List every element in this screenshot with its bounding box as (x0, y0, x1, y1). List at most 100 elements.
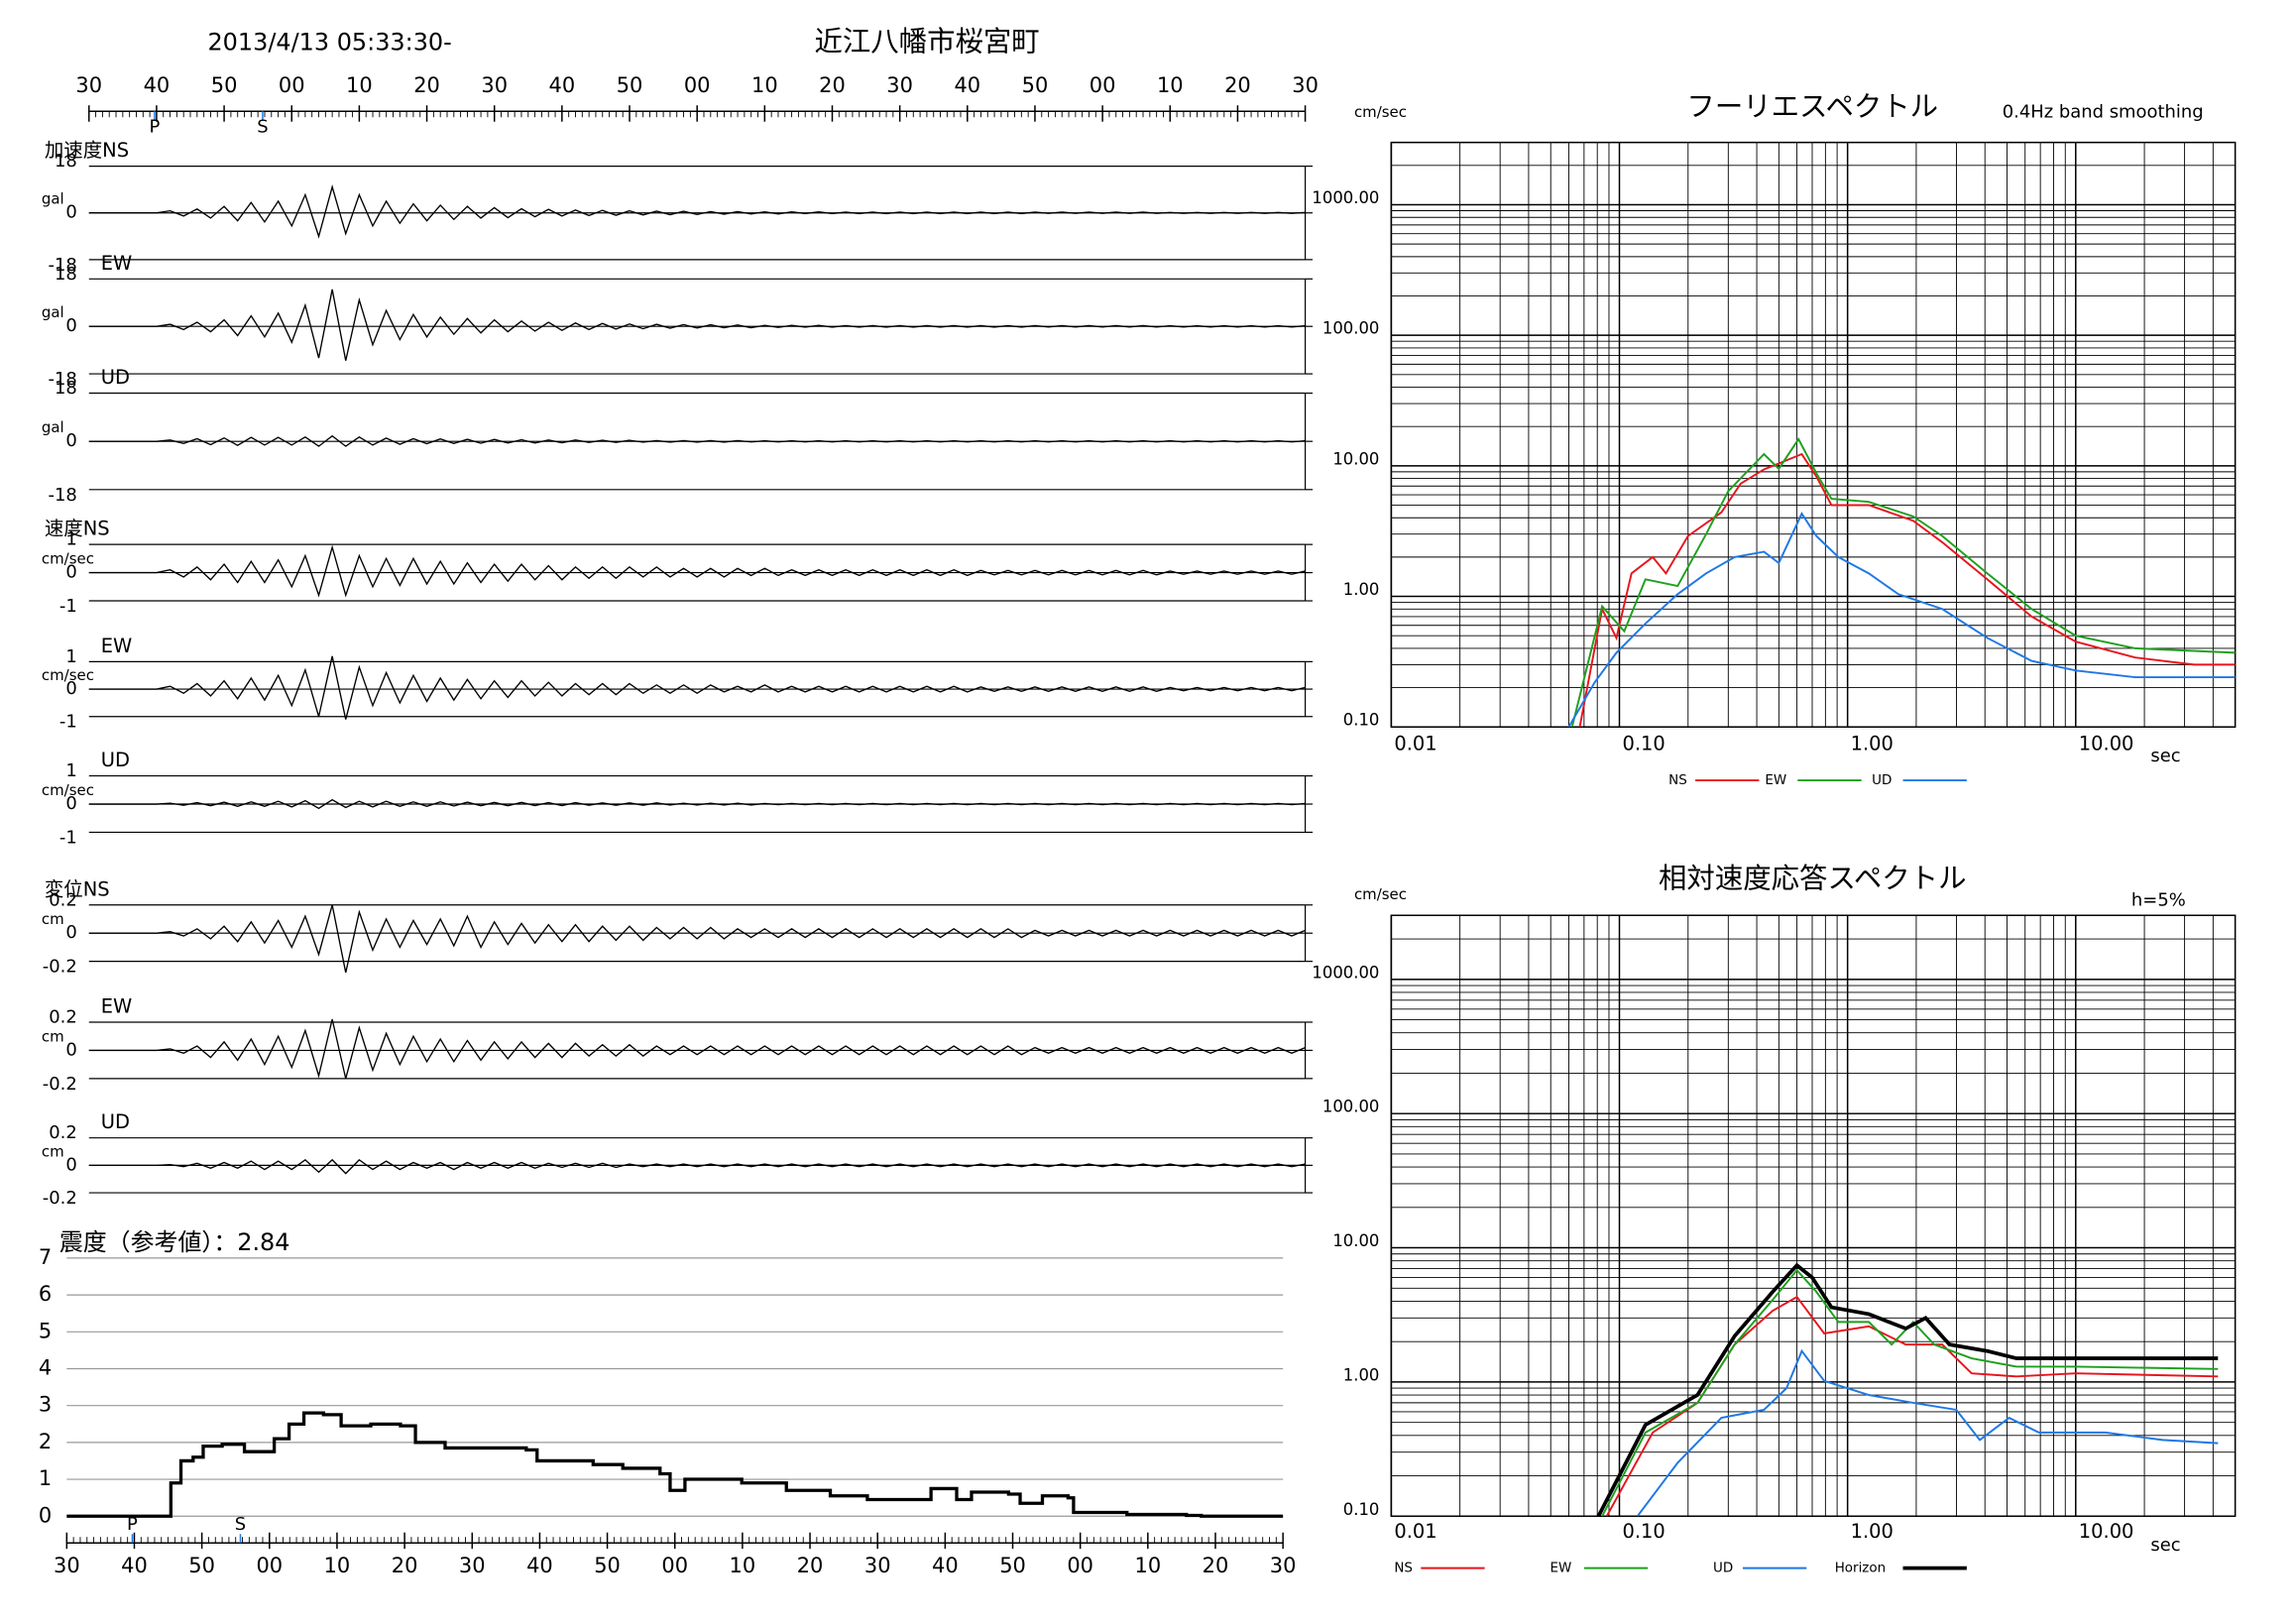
x-tick-label: 30 (459, 1554, 486, 1577)
x-tick-label: 1.00 (1851, 1520, 1894, 1543)
panel-label: 変位NS (45, 877, 110, 900)
y-tick-label: 6 (39, 1282, 52, 1306)
y-axis-label: cm/sec (1354, 103, 1407, 121)
x-tick-label: 40 (954, 73, 980, 97)
y-tick-label: 4 (39, 1355, 52, 1379)
x-tick-label: 20 (1224, 73, 1251, 97)
x-tick-label: 0.01 (1394, 733, 1436, 755)
chart-title: 2013/4/13 05:33:30- (207, 28, 451, 56)
y-tick-label: 2 (39, 1430, 52, 1453)
unit-label: gal (42, 418, 64, 436)
x-tick-label: 0.01 (1394, 1520, 1436, 1543)
y-tick-label: -18 (48, 369, 76, 390)
spectrum-line (1601, 1268, 2219, 1517)
plot-frame (1390, 141, 2237, 728)
x-tick-label: 10 (751, 73, 778, 97)
y-tick-label: 0.2 (49, 889, 77, 910)
x-tick-label: 30 (1270, 1554, 1297, 1577)
y-tick-label: 1.00 (1343, 580, 1380, 599)
x-tick-label: 00 (661, 1554, 688, 1577)
x-tick-label: 20 (819, 73, 846, 97)
y-tick-label: 0 (65, 430, 76, 451)
y-tick-label: 0 (65, 922, 76, 943)
x-tick-label: 30 (481, 73, 508, 97)
x-tick-label: 50 (999, 1554, 1026, 1577)
x-tick-label: 40 (549, 73, 576, 97)
chart-title: 相対速度応答スペクトル (1659, 862, 1966, 894)
chart-title: フーリエスペクトル (1686, 90, 1938, 123)
x-tick-label: 50 (188, 1554, 215, 1577)
y-tick-label: 0.2 (49, 1006, 77, 1027)
waveform (88, 289, 1306, 361)
phase-label: S (235, 1514, 246, 1535)
panel-label: UD (101, 366, 130, 389)
x-tick-label: 10 (730, 1554, 756, 1577)
x-tick-label: 30 (1292, 73, 1319, 97)
panel-label: UD (101, 1110, 130, 1133)
y-tick-label: -0.2 (43, 1188, 77, 1209)
y-tick-label: 0 (65, 562, 76, 583)
unit-label: cm (42, 1142, 64, 1160)
x-tick-label: 0.10 (1623, 1520, 1665, 1543)
spectrum-line (1567, 512, 2236, 728)
waveform (88, 1018, 1306, 1080)
legend-label: UD (1713, 1562, 1733, 1576)
legend-label: NS (1668, 773, 1687, 788)
phase-label: S (257, 117, 268, 138)
y-axis-label: cm/sec (1354, 885, 1407, 903)
legend-label: UD (1872, 773, 1892, 788)
x-tick-label: 00 (279, 73, 305, 97)
x-tick-label: 0.10 (1623, 733, 1665, 755)
y-tick-label: -18 (48, 485, 76, 506)
x-tick-label: 40 (144, 73, 171, 97)
x-axis-label: sec (2150, 1535, 2180, 1556)
waveform (88, 184, 1306, 239)
spectrum-line (1636, 1348, 2219, 1517)
y-tick-label: 100.00 (1322, 319, 1380, 338)
y-tick-label: 0.2 (49, 1122, 77, 1143)
spectrum-line (1578, 452, 2236, 728)
x-tick-label: 10 (1135, 1554, 1162, 1577)
y-tick-label: 1.00 (1343, 1365, 1380, 1384)
y-tick-label: 0 (65, 315, 76, 336)
x-tick-label: 30 (864, 1554, 891, 1577)
y-tick-label: 18 (55, 264, 77, 285)
y-tick-label: 1000.00 (1312, 188, 1379, 207)
x-tick-label: 1.00 (1851, 733, 1894, 755)
y-tick-label: 0.10 (1343, 711, 1380, 730)
y-tick-label: 10.00 (1332, 1231, 1379, 1250)
plot-frame (1390, 914, 2237, 1518)
x-tick-label: 40 (526, 1554, 553, 1577)
x-tick-label: 30 (886, 73, 913, 97)
x-tick-label: 10.00 (2079, 733, 2134, 755)
x-tick-label: 00 (684, 73, 711, 97)
station-name: 近江八幡市桜宮町 (814, 25, 1039, 58)
spectrum-line (1605, 1295, 2219, 1517)
y-tick-label: 18 (55, 378, 77, 399)
y-tick-label: 0 (65, 1039, 76, 1060)
panel-label: 加速度NS (45, 139, 129, 162)
chart-subtitle: 0.4Hz band smoothing (2003, 102, 2204, 123)
x-tick-label: 30 (75, 73, 102, 97)
panel-label: EW (101, 252, 133, 275)
legend-label: NS (1394, 1562, 1413, 1576)
phase-label: P (127, 1514, 138, 1535)
x-tick-label: 50 (211, 73, 238, 97)
unit-label: cm/sec (42, 781, 94, 799)
legend-label: EW (1765, 773, 1786, 788)
x-tick-label: 50 (617, 73, 643, 97)
y-tick-label: 0 (65, 202, 76, 223)
y-tick-label: -0.2 (43, 957, 77, 978)
panel-label: EW (101, 635, 133, 657)
y-tick-label: -1 (59, 712, 77, 733)
unit-label: cm/sec (42, 666, 94, 684)
y-tick-label: -0.2 (43, 1074, 77, 1095)
phase-label: P (149, 117, 160, 138)
intensity-line (66, 1411, 1284, 1518)
waveform (88, 1158, 1306, 1175)
x-tick-label: 30 (54, 1554, 80, 1577)
x-tick-label: 50 (594, 1554, 621, 1577)
x-axis-label: sec (2150, 746, 2180, 766)
panel-label: EW (101, 995, 133, 1018)
